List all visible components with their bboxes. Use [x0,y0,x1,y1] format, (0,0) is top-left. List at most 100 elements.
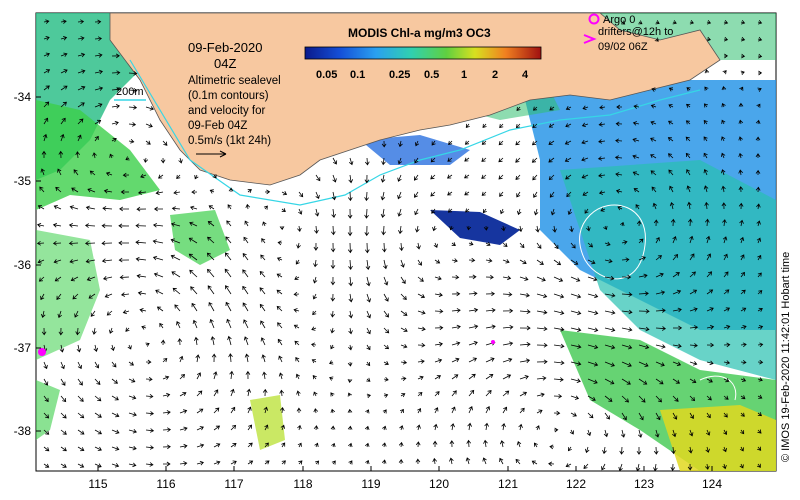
velocity-arrow [519,375,529,380]
velocity-arrow [464,157,470,162]
velocity-arrow [171,271,181,278]
velocity-arrow [740,395,746,400]
velocity-arrow [60,446,67,452]
velocity-arrow [293,308,300,313]
velocity-arrow [136,206,147,212]
velocity-arrow [706,271,713,278]
velocity-arrow [621,361,632,367]
velocity-arrow [58,150,64,159]
velocity-arrow [145,140,151,145]
velocity-arrow [616,104,622,110]
velocity-arrow [298,191,304,198]
velocity-arrow [40,293,45,301]
velocity-arrow [502,406,508,414]
velocity-arrow [502,308,514,314]
velocity-arrow [329,376,334,381]
velocity-arrow [277,338,283,346]
velocity-arrow [43,85,50,91]
velocity-arrow [71,187,79,193]
velocity-arrow [584,208,589,214]
velocity-arrow [37,259,45,264]
velocity-arrow [672,289,682,295]
velocity-arrow [757,36,763,42]
velocity-arrow [670,218,676,227]
velocity-arrow [225,285,232,295]
velocity-arrow [111,395,119,401]
velocity-arrow [604,293,616,298]
velocity-arrow [262,221,267,227]
velocity-arrow [348,174,354,184]
velocity-arrow [281,208,286,213]
velocity-arrow [468,340,478,346]
velocity-arrow [757,20,763,25]
velocity-arrow [365,409,370,414]
velocity-arrow [109,153,114,159]
velocity-arrow [330,425,336,431]
velocity-arrow [536,259,544,265]
velocity-arrow [38,276,45,282]
velocity-arrow [740,342,747,348]
longitude-tick-label: 115 [88,477,107,491]
velocity-arrow [39,186,45,193]
velocity-arrow [756,220,761,227]
velocity-arrow [722,70,727,75]
velocity-arrow [655,412,661,421]
velocity-arrow [417,375,424,381]
velocity-arrow [348,460,353,465]
colorbar-title: MODIS Chl-a mg/m3 OC3 [348,26,491,40]
velocity-arrow [111,87,121,92]
velocity-arrow [230,460,237,465]
velocity-arrow [615,172,623,177]
velocity-arrow [43,429,50,435]
velocity-arrow [466,439,472,448]
velocity-arrow [87,188,96,193]
velocity-arrow [604,412,610,420]
velocity-arrow [738,169,743,176]
velocity-arrow [638,291,649,296]
velocity-arrow [145,393,154,399]
velocity-arrow [638,308,650,314]
velocity-arrow [650,170,657,176]
velocity-arrow [162,358,168,363]
velocity-arrow [451,357,460,363]
colorbar-tick-0.5: 0.5 [424,69,439,81]
velocity-arrow [586,429,592,437]
velocity-arrow [296,390,301,397]
velocity-arrow [740,377,747,382]
chl-patch-west-lower [36,230,100,360]
velocity-arrow [638,20,643,25]
velocity-arrow [94,119,102,125]
velocity-arrow [587,327,599,333]
velocity-arrow [145,106,154,111]
velocity-arrow [297,442,302,448]
velocity-arrow [111,70,121,76]
velocity-arrow [603,225,608,231]
velocity-arrow [706,36,712,42]
velocity-arrow [400,376,407,381]
velocity-arrow [638,256,646,261]
velocity-arrow [615,121,623,127]
velocity-arrow [434,292,443,298]
velocity-arrow [229,370,234,380]
velocity-arrow [93,344,99,353]
velocity-arrow [207,221,215,227]
velocity-arrow [549,191,555,198]
velocity-arrow [77,36,85,41]
velocity-arrow [179,409,188,414]
velocity-arrow [570,395,580,400]
velocity-arrow [139,308,147,313]
velocity-arrow [382,409,387,414]
velocity-arrow [706,378,713,383]
velocity-arrow [347,361,353,367]
velocity-arrow [632,121,640,126]
velocity-arrow [481,140,487,145]
colorbar [304,46,542,60]
velocity-arrow [94,135,99,142]
velocity-arrow [242,285,249,295]
velocity-arrow [570,276,581,282]
velocity-arrow [60,395,67,403]
velocity-arrow [60,69,68,74]
velocity-arrow [55,186,62,193]
velocity-arrow [672,253,679,261]
description-line-1: Altimetric sealevel [188,75,281,87]
